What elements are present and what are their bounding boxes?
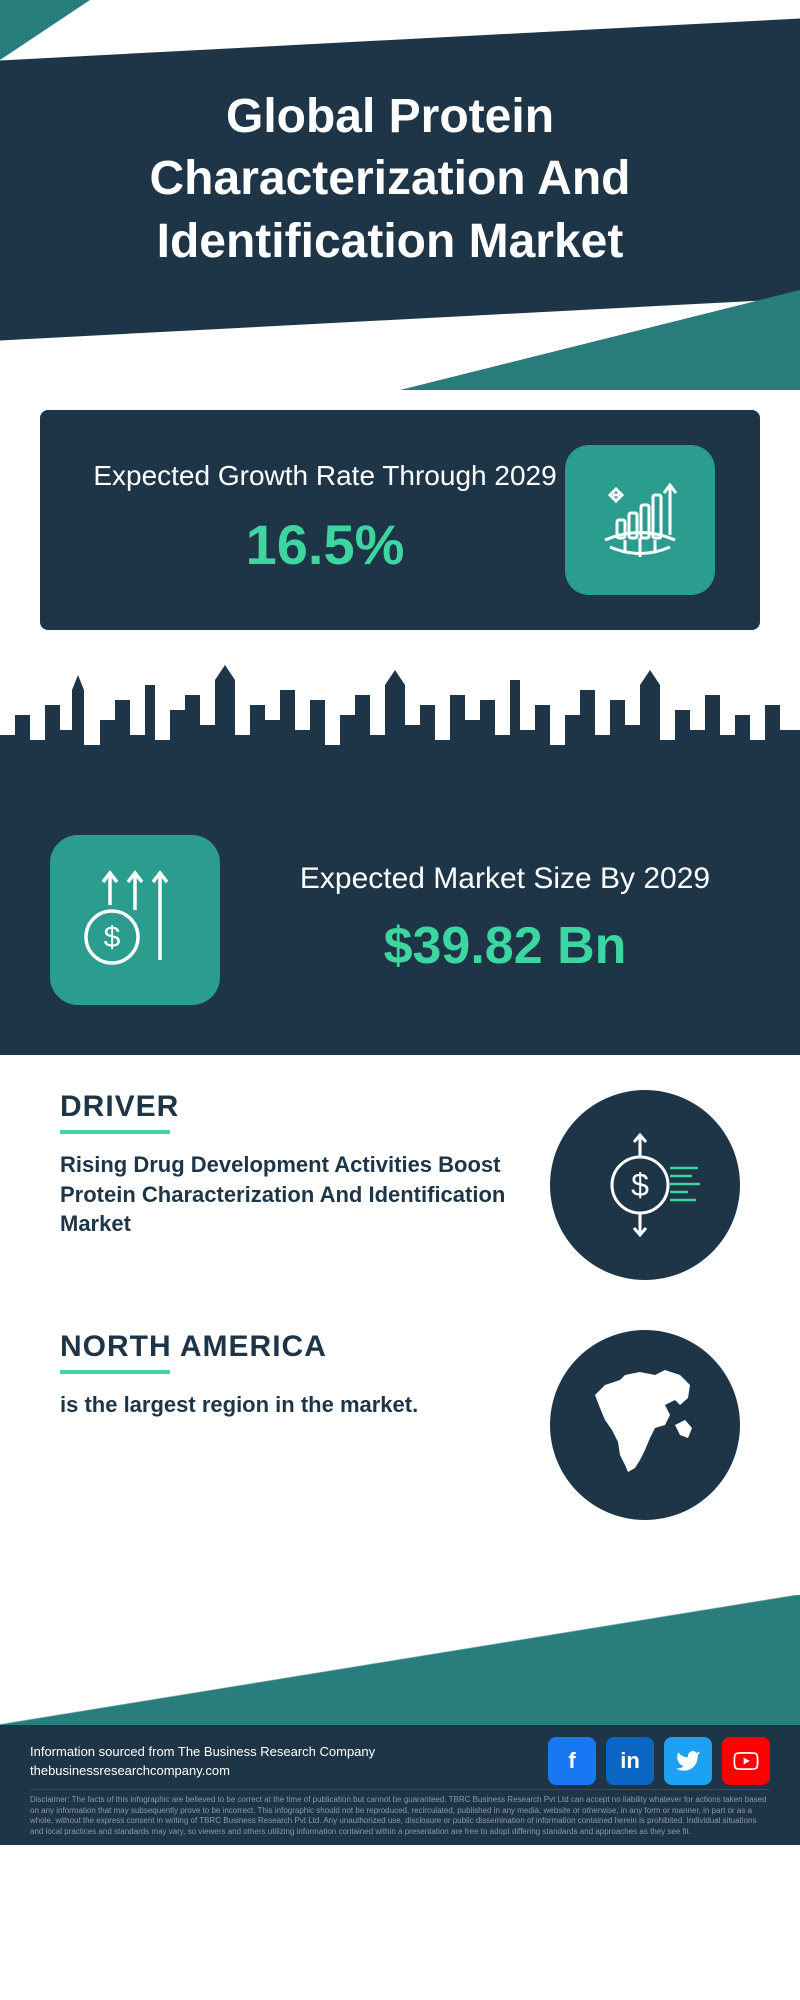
linkedin-icon[interactable]: in	[606, 1737, 654, 1785]
driver-heading: DRIVER	[60, 1090, 520, 1124]
footer: Information sourced from The Business Re…	[0, 1565, 800, 1845]
market-size-card: $ Expected Market Size By 2029 $39.82 Bn	[0, 795, 800, 1055]
growth-rate-card: Expected Growth Rate Through 2029 16.5%	[40, 410, 760, 630]
region-body: is the largest region in the market.	[60, 1390, 520, 1421]
youtube-icon[interactable]	[722, 1737, 770, 1785]
region-heading: NORTH AMERICA	[60, 1330, 520, 1364]
footer-source: Information sourced from The Business Re…	[30, 1742, 375, 1781]
social-icons: f in	[548, 1737, 770, 1785]
north-america-map-icon	[550, 1330, 740, 1520]
dollar-arrows-icon: $	[50, 835, 220, 1005]
footer-source-line1: Information sourced from The Business Re…	[30, 1742, 375, 1762]
footer-source-line2: thebusinessresearchcompany.com	[30, 1761, 375, 1781]
footer-bar: Information sourced from The Business Re…	[0, 1725, 800, 1845]
skyline-graphic	[0, 645, 800, 795]
growth-rate-value: 16.5%	[85, 507, 565, 583]
growth-rate-label: Expected Growth Rate Through 2029	[85, 457, 565, 495]
driver-row: DRIVER Rising Drug Development Activitie…	[0, 1055, 800, 1295]
header-accent-triangle-right	[400, 290, 800, 390]
driver-body: Rising Drug Development Activities Boost…	[60, 1150, 520, 1239]
region-underline	[60, 1370, 170, 1374]
twitter-icon[interactable]	[664, 1737, 712, 1785]
footer-disclaimer: Disclaimer: The facts of this infographi…	[30, 1789, 770, 1837]
svg-text:$: $	[104, 921, 121, 954]
market-size-label: Expected Market Size By 2029	[260, 859, 750, 900]
market-size-text: Expected Market Size By 2029 $39.82 Bn	[260, 859, 750, 982]
growth-chart-icon	[565, 445, 715, 595]
page-title: Global Protein Characterization And Iden…	[40, 86, 740, 273]
driver-underline	[60, 1130, 170, 1134]
region-row: NORTH AMERICA is the largest region in t…	[0, 1295, 800, 1535]
facebook-icon[interactable]: f	[548, 1737, 596, 1785]
header: Global Protein Characterization And Iden…	[0, 0, 800, 380]
header-accent-triangle-left	[0, 0, 90, 60]
footer-accent-triangle	[0, 1595, 800, 1725]
svg-text:$: $	[631, 1167, 649, 1203]
growth-rate-text: Expected Growth Rate Through 2029 16.5%	[85, 457, 565, 582]
dollar-transfer-icon: $	[550, 1090, 740, 1280]
market-size-value: $39.82 Bn	[260, 911, 750, 981]
region-text: NORTH AMERICA is the largest region in t…	[60, 1330, 520, 1421]
driver-text: DRIVER Rising Drug Development Activitie…	[60, 1090, 520, 1239]
